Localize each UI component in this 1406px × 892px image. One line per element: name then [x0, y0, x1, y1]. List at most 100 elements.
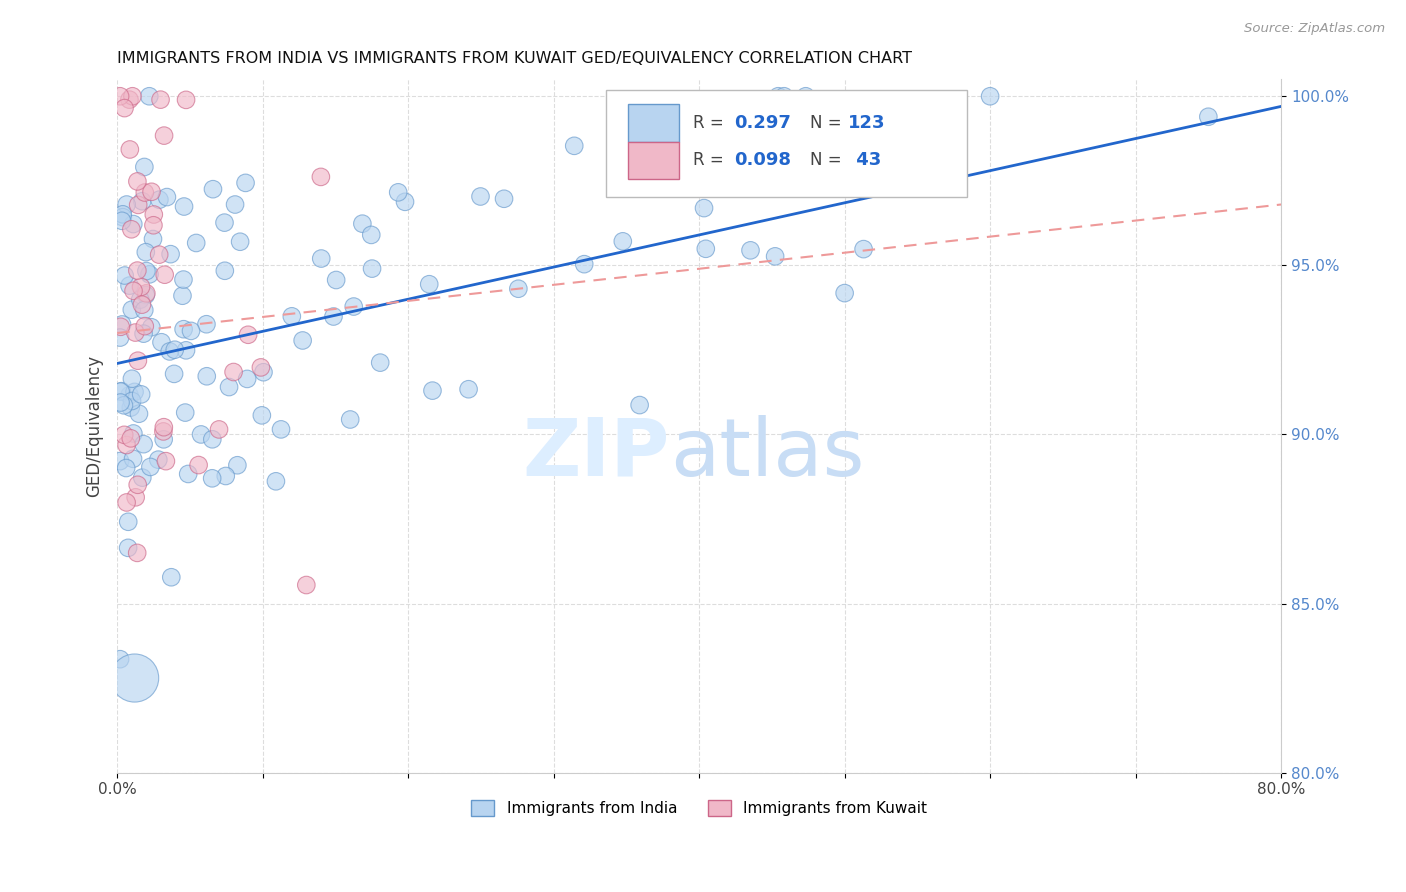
Point	[134, 160, 156, 174]
Point	[387, 186, 409, 200]
Point	[122, 217, 145, 231]
Point	[142, 219, 165, 233]
Point	[122, 284, 145, 298]
Point	[115, 461, 138, 475]
Point	[361, 261, 384, 276]
Point	[208, 422, 231, 436]
Point	[173, 322, 195, 336]
Point	[127, 353, 149, 368]
Point	[110, 384, 132, 399]
Text: R =: R =	[693, 152, 730, 169]
Point	[201, 432, 224, 446]
Point	[394, 194, 416, 209]
Point	[135, 245, 157, 260]
Text: IMMIGRANTS FROM INDIA VS IMMIGRANTS FROM KUWAIT GED/EQUIVALENCY CORRELATION CHAR: IMMIGRANTS FROM INDIA VS IMMIGRANTS FROM…	[117, 51, 912, 66]
Point	[121, 302, 143, 317]
Point	[492, 192, 515, 206]
Point	[156, 190, 179, 204]
Point	[763, 249, 786, 263]
FancyBboxPatch shape	[628, 142, 679, 179]
Point	[236, 327, 259, 342]
Point	[115, 495, 138, 509]
Point	[309, 252, 332, 266]
Point	[794, 89, 817, 103]
Point	[343, 300, 366, 314]
Point	[120, 401, 142, 415]
Point	[190, 427, 212, 442]
Point	[187, 458, 209, 472]
Point	[322, 310, 344, 324]
Point	[142, 232, 165, 246]
Point	[508, 282, 530, 296]
Point	[852, 242, 875, 256]
Text: R =: R =	[693, 114, 730, 132]
Point	[135, 264, 157, 278]
Point	[131, 298, 153, 312]
Point	[174, 93, 197, 107]
Point	[368, 356, 391, 370]
Point	[250, 360, 273, 375]
Point	[252, 365, 274, 379]
Text: 43: 43	[851, 152, 882, 169]
Point	[111, 214, 134, 228]
Point	[152, 433, 174, 447]
Point	[834, 286, 856, 301]
Point	[270, 422, 292, 436]
Point	[122, 451, 145, 466]
Point	[574, 257, 596, 271]
Point	[112, 427, 135, 442]
Point	[628, 398, 651, 412]
Point	[114, 268, 136, 283]
Point	[773, 89, 796, 103]
Point	[127, 198, 149, 212]
Point	[111, 207, 134, 221]
Point	[121, 372, 143, 386]
Text: atlas: atlas	[671, 415, 865, 492]
Point	[218, 380, 240, 394]
Point	[201, 471, 224, 485]
Point	[111, 318, 134, 332]
Point	[172, 289, 194, 303]
Point	[1197, 110, 1219, 124]
Point	[174, 406, 197, 420]
Point	[214, 216, 236, 230]
Point	[138, 89, 160, 103]
Point	[108, 89, 131, 103]
Point	[291, 334, 314, 348]
Point	[135, 288, 157, 302]
Point	[129, 387, 152, 401]
Point	[865, 119, 887, 133]
Point	[418, 277, 440, 292]
Point	[224, 197, 246, 211]
Legend: Immigrants from India, Immigrants from Kuwait: Immigrants from India, Immigrants from K…	[464, 793, 935, 824]
Point	[128, 407, 150, 421]
Point	[110, 319, 132, 334]
Point	[562, 138, 585, 153]
Point	[173, 200, 195, 214]
Point	[120, 431, 142, 445]
Point	[129, 280, 152, 294]
Point	[360, 227, 382, 242]
Point	[325, 273, 347, 287]
Point	[129, 293, 152, 307]
Point	[740, 244, 762, 258]
Text: Source: ZipAtlas.com: Source: ZipAtlas.com	[1244, 22, 1385, 36]
Point	[117, 515, 139, 529]
Point	[612, 235, 634, 249]
Point	[124, 384, 146, 399]
Point	[174, 343, 197, 358]
Point	[215, 469, 238, 483]
Point	[124, 491, 146, 505]
Text: 0.297: 0.297	[734, 114, 792, 132]
Point	[120, 222, 142, 236]
Point	[222, 365, 245, 379]
Point	[979, 89, 1001, 103]
Point	[180, 324, 202, 338]
Point	[155, 454, 177, 468]
Point	[108, 330, 131, 344]
Point	[339, 412, 361, 426]
Point	[651, 176, 673, 190]
Point	[295, 578, 318, 592]
Point	[134, 303, 156, 318]
Point	[150, 335, 173, 350]
